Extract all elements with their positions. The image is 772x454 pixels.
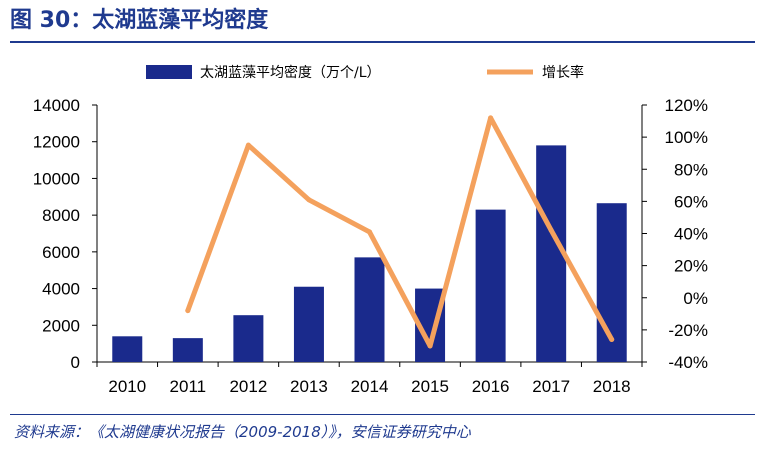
right-tick-label: 100% [665, 128, 708, 147]
line-point [548, 227, 554, 233]
line-point [609, 337, 615, 343]
right-tick-label: 80% [674, 160, 708, 179]
right-tick-label: 20% [674, 257, 708, 276]
growth-line [185, 115, 615, 349]
legend-line-label: 增长率 [542, 64, 584, 81]
left-axis: 0 2000 4000 6000 8000 10000 12000 14000 [33, 96, 98, 372]
right-tick-label: 60% [674, 192, 708, 211]
source-note: 资料来源：《太湖健康状况报告（2009-2018）》，安信证券研究中心 [14, 423, 471, 441]
figure-title: 图 30：太湖蓝藻平均密度 [10, 8, 269, 33]
bar [112, 336, 143, 362]
bar [293, 286, 324, 362]
legend-bar-label: 太湖蓝藻平均密度（万个/L） [200, 64, 381, 81]
right-tick-label: -20% [668, 321, 708, 340]
x-tick-label: 2012 [229, 377, 267, 396]
right-tick-label: 0% [683, 289, 708, 308]
line-point [185, 308, 191, 314]
line-point [427, 343, 433, 349]
x-tick-label: 2017 [532, 377, 570, 396]
line-point [306, 197, 312, 203]
right-tick-label: 120% [665, 96, 708, 115]
x-axis: 2010 2011 2012 2013 2014 2015 2016 2017 2018 [96, 361, 643, 396]
legend-bar-swatch [146, 65, 192, 79]
x-tick-label: 2018 [593, 377, 631, 396]
right-tick-label: -40% [668, 353, 708, 372]
x-tick-label: 2013 [290, 377, 328, 396]
bar-series [112, 145, 627, 362]
bar [536, 145, 567, 362]
bar [233, 315, 264, 362]
left-tick-label: 6000 [42, 243, 80, 262]
source-rule [10, 414, 755, 415]
legend: 太湖蓝藻平均密度（万个/L） 增长率 [146, 64, 584, 81]
left-tick-label: 10000 [33, 169, 80, 188]
x-tick-label: 2016 [472, 377, 510, 396]
x-tick-label: 2010 [108, 377, 146, 396]
left-tick-label: 8000 [42, 206, 80, 225]
left-tick-label: 4000 [42, 280, 80, 299]
right-tick-label: 40% [674, 225, 708, 244]
left-tick-label: 0 [71, 353, 80, 372]
left-tick-label: 14000 [33, 96, 80, 115]
x-tick-label: 2014 [351, 377, 389, 396]
line-point [245, 142, 251, 148]
x-tick-label: 2011 [170, 377, 207, 396]
left-tick-label: 12000 [33, 133, 80, 152]
line-point [488, 115, 494, 121]
line-point [367, 229, 372, 235]
x-tick-label: 2015 [411, 377, 449, 396]
bar [354, 257, 385, 362]
line-series [185, 115, 615, 349]
bar [475, 209, 506, 362]
bar [172, 338, 203, 362]
title-rule [10, 41, 755, 43]
chart: 太湖蓝藻平均密度（万个/L） 增长率 0 2000 4000 6000 8000 10000… [33, 64, 708, 396]
right-axis: -40% -20% 0% 20% 40% 60% 80% 100% 120% [641, 96, 708, 372]
left-tick-label: 2000 [42, 316, 80, 335]
